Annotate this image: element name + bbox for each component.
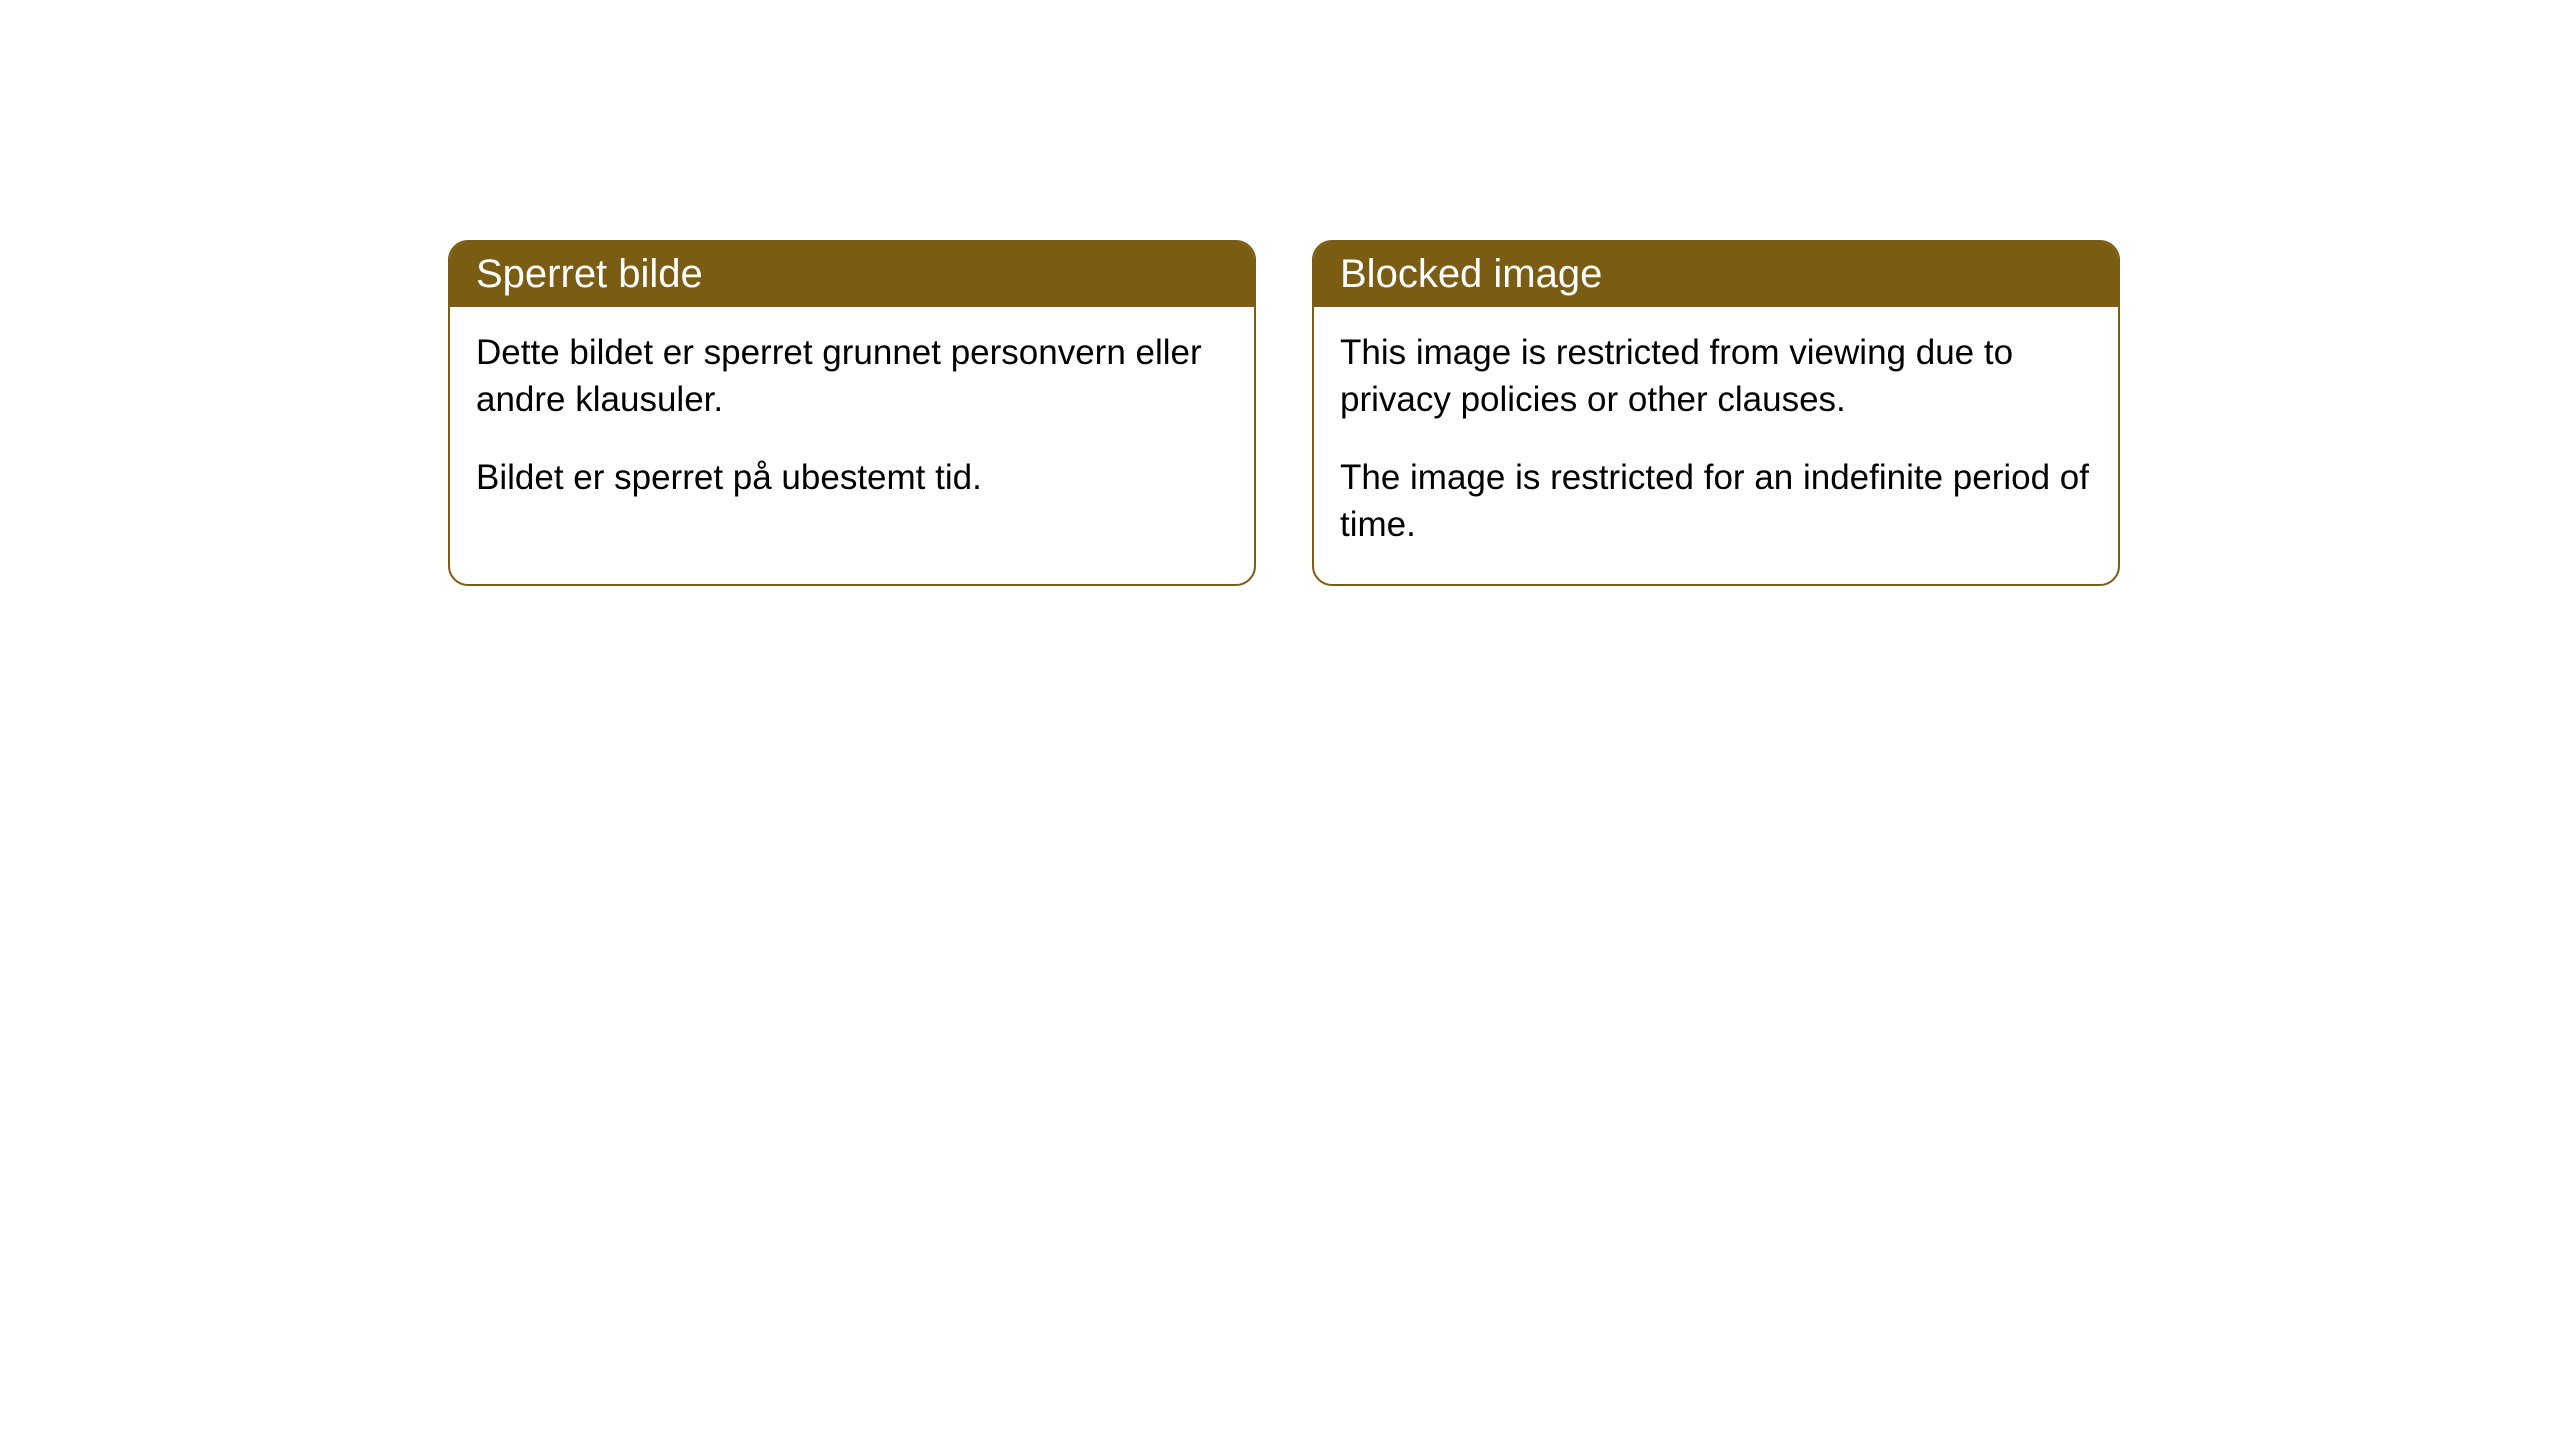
card-header-norwegian: Sperret bilde: [450, 242, 1254, 307]
card-header-english: Blocked image: [1314, 242, 2118, 307]
card-paragraph-1-english: This image is restricted from viewing du…: [1340, 329, 2092, 424]
card-title-norwegian: Sperret bilde: [476, 252, 703, 296]
blocked-image-card-english: Blocked image This image is restricted f…: [1312, 240, 2120, 586]
card-paragraph-2-english: The image is restricted for an indefinit…: [1340, 454, 2092, 549]
card-title-english: Blocked image: [1340, 252, 1602, 296]
cards-container: Sperret bilde Dette bildet er sperret gr…: [448, 240, 2120, 586]
card-paragraph-2-norwegian: Bildet er sperret på ubestemt tid.: [476, 454, 1228, 501]
blocked-image-card-norwegian: Sperret bilde Dette bildet er sperret gr…: [448, 240, 1256, 586]
card-body-norwegian: Dette bildet er sperret grunnet personve…: [450, 307, 1254, 537]
card-paragraph-1-norwegian: Dette bildet er sperret grunnet personve…: [476, 329, 1228, 424]
card-body-english: This image is restricted from viewing du…: [1314, 307, 2118, 584]
